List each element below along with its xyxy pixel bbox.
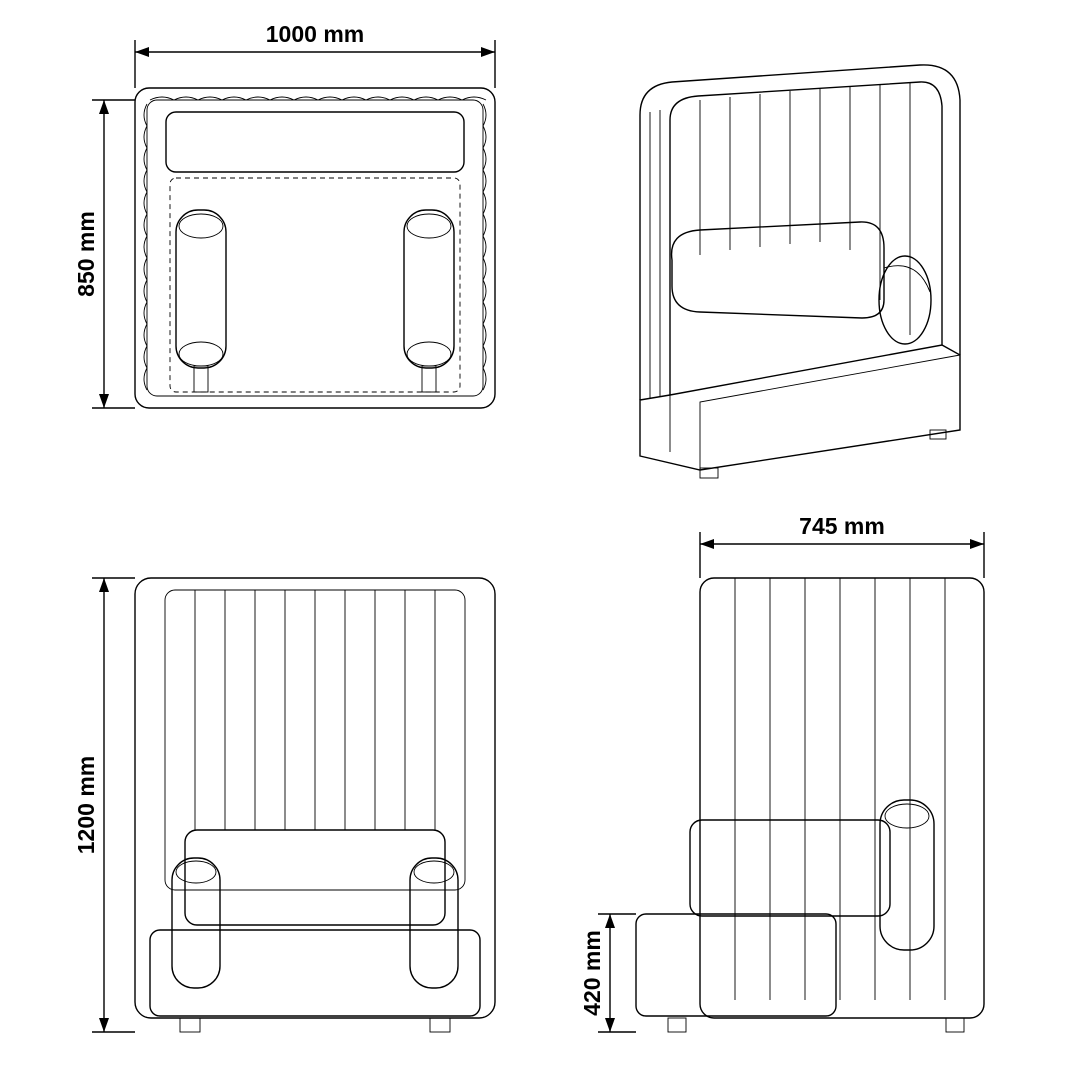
dim-seat-height: 420 mm [579, 914, 636, 1032]
dim-top-width: 1000 mm [135, 21, 495, 88]
dim-front-height: 1200 mm [73, 578, 135, 1032]
dim-top-depth-label: 850 mm [73, 211, 99, 297]
side-view: 745 mm 420 mm [579, 513, 984, 1032]
perspective-view [640, 65, 960, 478]
dim-front-height-label: 1200 mm [73, 756, 99, 854]
dim-top-depth: 850 mm [73, 100, 135, 408]
top-view: 1000 mm 850 mm [73, 21, 495, 408]
front-view: 1200 mm [73, 578, 495, 1032]
dim-side-width-label: 745 mm [799, 513, 885, 539]
dim-side-width: 745 mm [700, 513, 984, 578]
dim-top-width-label: 1000 mm [266, 21, 364, 47]
dim-seat-height-label: 420 mm [579, 930, 605, 1016]
dimension-drawing: 1000 mm 850 mm [0, 0, 1080, 1080]
